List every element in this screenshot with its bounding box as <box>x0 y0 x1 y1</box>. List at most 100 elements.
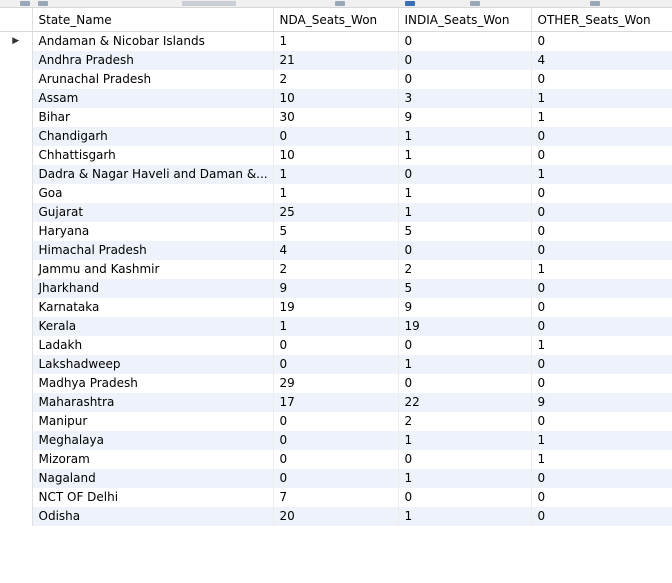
state-name-cell[interactable]: Madhya Pradesh <box>32 374 274 393</box>
nda-seats-cell[interactable]: 10 <box>273 89 399 108</box>
india-seats-cell[interactable]: 0 <box>398 336 532 355</box>
row-selector[interactable] <box>0 260 33 279</box>
other-seats-cell[interactable]: 0 <box>531 184 672 203</box>
row-selector[interactable] <box>0 165 33 184</box>
state-name-cell[interactable]: Manipur <box>32 412 274 431</box>
row-selector[interactable] <box>0 374 33 393</box>
india-seats-cell[interactable]: 19 <box>398 317 532 336</box>
other-seats-cell[interactable]: 0 <box>531 127 672 146</box>
india-seats-cell[interactable]: 2 <box>398 412 532 431</box>
other-seats-cell[interactable]: 0 <box>531 146 672 165</box>
state-name-cell[interactable]: NCT OF Delhi <box>32 488 274 507</box>
india-seats-cell[interactable]: 0 <box>398 488 532 507</box>
other-seats-cell[interactable]: 0 <box>531 469 672 488</box>
state-name-cell[interactable]: Karnataka <box>32 298 274 317</box>
india-seats-cell[interactable]: 1 <box>398 184 532 203</box>
nda-seats-cell[interactable]: 1 <box>273 317 399 336</box>
toolbar-icon[interactable] <box>182 1 236 6</box>
toolbar-icon[interactable] <box>335 1 345 6</box>
nda-seats-cell[interactable]: 7 <box>273 488 399 507</box>
other-seats-cell[interactable]: 0 <box>531 241 672 260</box>
other-seats-cell[interactable]: 9 <box>531 393 672 412</box>
toolbar-icon[interactable] <box>470 1 480 6</box>
table-row[interactable]: Jharkhand 9 5 0 <box>0 279 672 298</box>
india-seats-cell[interactable]: 0 <box>398 51 532 70</box>
row-selector[interactable] <box>0 431 33 450</box>
row-selector[interactable] <box>0 355 33 374</box>
state-name-cell[interactable]: Arunachal Pradesh <box>32 70 274 89</box>
nda-seats-cell[interactable]: 19 <box>273 298 399 317</box>
table-row[interactable]: Goa 1 1 0 <box>0 184 672 203</box>
india-seats-cell[interactable]: 5 <box>398 279 532 298</box>
india-seats-cell[interactable]: 5 <box>398 222 532 241</box>
state-name-cell[interactable]: Odisha <box>32 507 274 526</box>
other-seats-cell[interactable]: 1 <box>531 89 672 108</box>
nda-seats-cell[interactable]: 10 <box>273 146 399 165</box>
india-seats-cell[interactable]: 0 <box>398 165 532 184</box>
india-seats-cell[interactable]: 9 <box>398 108 532 127</box>
row-selector[interactable] <box>0 203 33 222</box>
row-selector-header[interactable] <box>0 8 33 32</box>
table-row[interactable]: Madhya Pradesh 29 0 0 <box>0 374 672 393</box>
column-header-state-name[interactable]: State_Name <box>32 8 274 32</box>
other-seats-cell[interactable]: 0 <box>531 355 672 374</box>
row-selector[interactable] <box>0 222 33 241</box>
nda-seats-cell[interactable]: 0 <box>273 450 399 469</box>
state-name-cell[interactable]: Bihar <box>32 108 274 127</box>
state-name-cell[interactable]: Jharkhand <box>32 279 274 298</box>
row-selector[interactable] <box>0 298 33 317</box>
nda-seats-cell[interactable]: 17 <box>273 393 399 412</box>
other-seats-cell[interactable]: 0 <box>531 31 672 51</box>
state-name-cell[interactable]: Andaman & Nicobar Islands <box>32 31 274 51</box>
other-seats-cell[interactable]: 1 <box>531 336 672 355</box>
state-name-cell[interactable]: Chandigarh <box>32 127 274 146</box>
state-name-cell[interactable]: Dadra & Nagar Haveli and Daman &... <box>32 165 274 184</box>
india-seats-cell[interactable]: 22 <box>398 393 532 412</box>
nda-seats-cell[interactable]: 30 <box>273 108 399 127</box>
table-row[interactable]: Lakshadweep 0 1 0 <box>0 355 672 374</box>
other-seats-cell[interactable]: 1 <box>531 431 672 450</box>
india-seats-cell[interactable]: 1 <box>398 146 532 165</box>
table-row[interactable]: Jammu and Kashmir 2 2 1 <box>0 260 672 279</box>
row-selector[interactable] <box>0 108 33 127</box>
state-name-cell[interactable]: Gujarat <box>32 203 274 222</box>
row-selector[interactable] <box>0 488 33 507</box>
state-name-cell[interactable]: Maharashtra <box>32 393 274 412</box>
india-seats-cell[interactable]: 0 <box>398 450 532 469</box>
table-row[interactable]: Dadra & Nagar Haveli and Daman &... 1 0 1 <box>0 165 672 184</box>
row-selector[interactable] <box>0 241 33 260</box>
table-row[interactable]: Chandigarh 0 1 0 <box>0 127 672 146</box>
table-row[interactable]: Kerala 1 19 0 <box>0 317 672 336</box>
nda-seats-cell[interactable]: 20 <box>273 507 399 526</box>
nda-seats-cell[interactable]: 0 <box>273 127 399 146</box>
nda-seats-cell[interactable]: 0 <box>273 336 399 355</box>
state-name-cell[interactable]: Mizoram <box>32 450 274 469</box>
nda-seats-cell[interactable]: 1 <box>273 184 399 203</box>
state-name-cell[interactable]: Kerala <box>32 317 274 336</box>
state-name-cell[interactable]: Ladakh <box>32 336 274 355</box>
row-selector[interactable] <box>0 450 33 469</box>
table-row[interactable]: Haryana 5 5 0 <box>0 222 672 241</box>
nda-seats-cell[interactable]: 2 <box>273 260 399 279</box>
column-header-other-seats-won[interactable]: OTHER_Seats_Won <box>531 8 672 32</box>
other-seats-cell[interactable]: 0 <box>531 279 672 298</box>
row-selector[interactable] <box>0 146 33 165</box>
toolbar-icon[interactable] <box>405 1 415 6</box>
row-selector[interactable] <box>0 89 33 108</box>
other-seats-cell[interactable]: 1 <box>531 260 672 279</box>
table-row[interactable]: Manipur 0 2 0 <box>0 412 672 431</box>
india-seats-cell[interactable]: 9 <box>398 298 532 317</box>
nda-seats-cell[interactable]: 2 <box>273 70 399 89</box>
row-selector[interactable] <box>0 184 33 203</box>
table-row[interactable]: Bihar 30 9 1 <box>0 108 672 127</box>
table-row[interactable]: Gujarat 25 1 0 <box>0 203 672 222</box>
india-seats-cell[interactable]: 1 <box>398 203 532 222</box>
state-name-cell[interactable]: Jammu and Kashmir <box>32 260 274 279</box>
table-row[interactable]: NCT OF Delhi 7 0 0 <box>0 488 672 507</box>
table-row[interactable]: ▶ Andaman & Nicobar Islands 1 0 0 <box>0 31 672 51</box>
state-name-cell[interactable]: Meghalaya <box>32 431 274 450</box>
row-selector[interactable] <box>0 317 33 336</box>
other-seats-cell[interactable]: 0 <box>531 70 672 89</box>
other-seats-cell[interactable]: 0 <box>531 317 672 336</box>
nda-seats-cell[interactable]: 0 <box>273 355 399 374</box>
